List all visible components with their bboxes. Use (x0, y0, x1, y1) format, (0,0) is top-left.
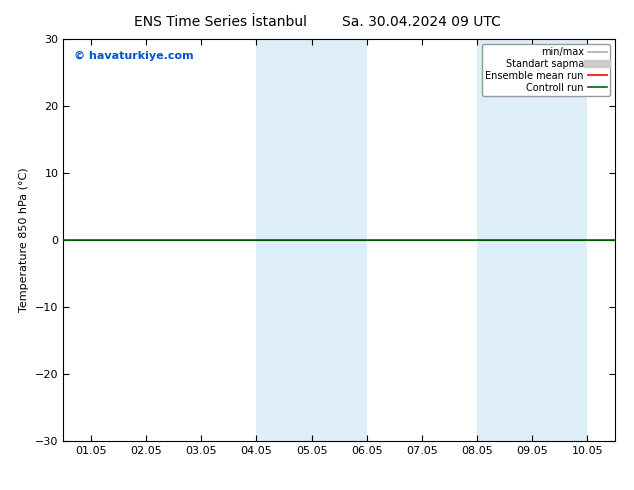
Bar (477, 39, 533, 441)
Legend: min/max, Standart sapma, Ensemble mean run, Controll run: min/max, Standart sapma, Ensemble mean r… (482, 44, 610, 96)
Bar (312, 39, 367, 441)
Bar (256, 39, 312, 441)
Text: © havaturkiye.com: © havaturkiye.com (74, 51, 194, 61)
Bar (533, 39, 588, 441)
Y-axis label: Temperature 850 hPa (°C): Temperature 850 hPa (°C) (20, 168, 30, 313)
Text: ENS Time Series İstanbul        Sa. 30.04.2024 09 UTC: ENS Time Series İstanbul Sa. 30.04.2024 … (134, 15, 500, 29)
